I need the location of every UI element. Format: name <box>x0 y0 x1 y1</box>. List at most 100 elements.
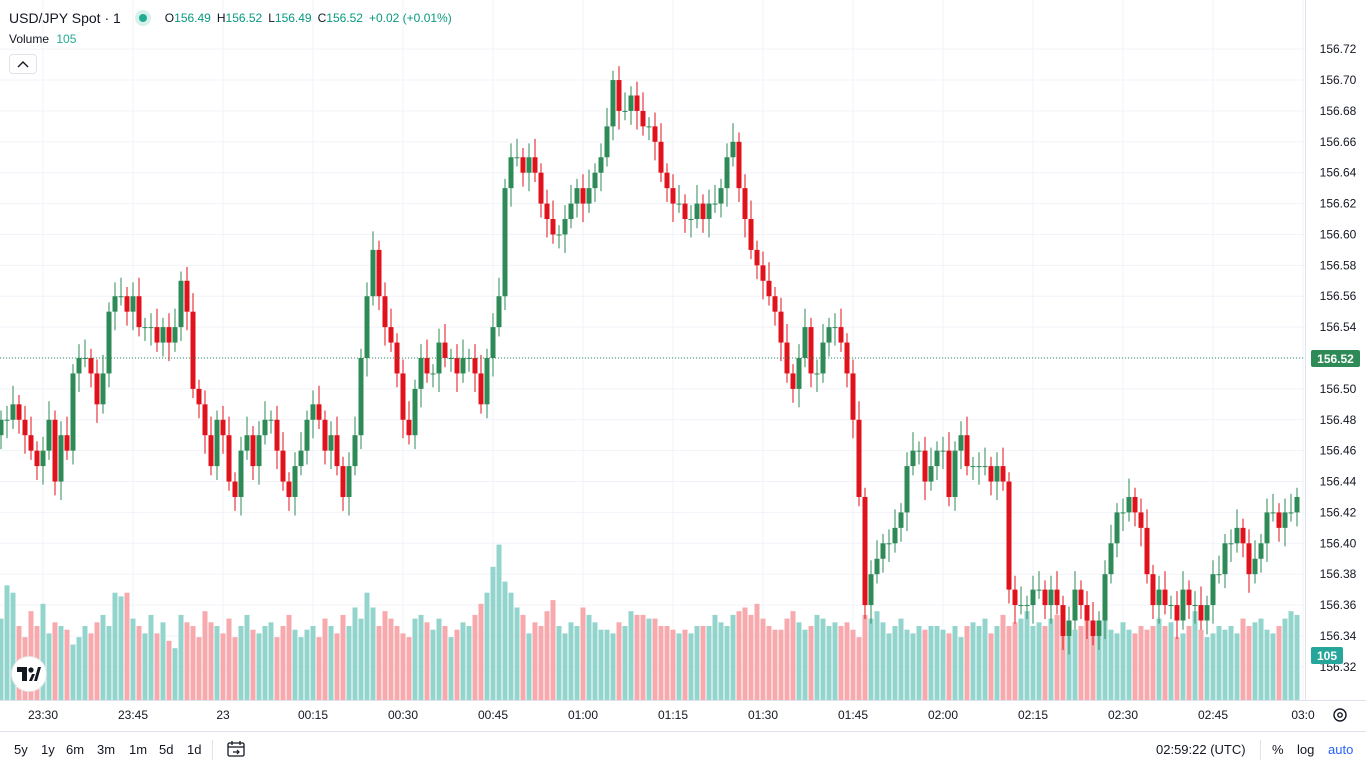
time-tick-label: 01:45 <box>838 708 868 722</box>
volume-bar <box>748 614 754 700</box>
time-axis[interactable]: 23:30 23:45 23 00:15 00:30 00:45 01:00 01:15 01:… <box>28 708 1315 722</box>
volume-bar <box>1030 626 1036 700</box>
volume-bar <box>862 614 868 700</box>
volume-bar <box>904 629 910 700</box>
volume-bar <box>184 622 190 700</box>
candle-body <box>796 358 802 389</box>
candle-body <box>358 358 364 436</box>
utc-clock[interactable]: 02:59:22 (UTC) <box>1156 742 1246 757</box>
log-scale-toggle[interactable]: log <box>1297 742 1315 757</box>
volume-bar <box>850 629 856 700</box>
volume-bar <box>1240 618 1246 700</box>
range-1y[interactable]: 1y <box>41 742 55 757</box>
volume-bar <box>334 633 340 700</box>
candle-body <box>16 404 22 420</box>
candle-body <box>910 450 916 467</box>
volume-bar <box>1180 633 1186 700</box>
volume-bar <box>1186 626 1192 700</box>
candle-body <box>1252 558 1258 575</box>
volume-bar <box>448 637 454 700</box>
volume-bar <box>1294 614 1300 700</box>
candle-body <box>238 450 244 497</box>
range-6m[interactable]: 6m <box>66 742 85 757</box>
gear-icon[interactable] <box>1331 706 1349 724</box>
volume-bar <box>556 626 562 700</box>
range-5d[interactable]: 5d <box>159 742 174 757</box>
volume-bar <box>586 614 592 700</box>
candle-body <box>1096 620 1102 636</box>
range-3m[interactable]: 3m <box>97 742 116 757</box>
volume-bar <box>562 633 568 700</box>
candle-body <box>1168 605 1174 607</box>
time-tick-label: 23:45 <box>118 708 148 722</box>
candle-body <box>100 373 106 405</box>
candle-body <box>484 358 490 405</box>
volume-bar <box>172 648 178 700</box>
volume-bar <box>148 614 154 700</box>
candle-body <box>424 358 430 374</box>
candle-body <box>544 203 550 220</box>
candle-body <box>1084 605 1090 621</box>
volume-bar <box>1156 618 1162 700</box>
candle-body <box>1150 574 1156 606</box>
volume-bar <box>322 618 328 700</box>
volume-bar <box>1282 618 1288 700</box>
candle-body <box>352 435 358 467</box>
candle-body <box>1054 589 1060 606</box>
toolbar-divider <box>1260 740 1261 760</box>
candle-body <box>64 435 70 451</box>
collapse-legend-button[interactable] <box>9 54 37 74</box>
volume-bar <box>1000 614 1006 700</box>
volume-bar <box>220 633 226 700</box>
candle-body <box>730 141 736 158</box>
volume-bar <box>340 614 346 700</box>
toolbar-divider <box>212 740 213 760</box>
symbol-title[interactable]: USD/JPY Spot · 1 <box>9 10 121 26</box>
volume-bar <box>550 600 556 700</box>
candle-body <box>268 419 274 421</box>
candle-body <box>202 404 208 436</box>
candle-body <box>298 450 304 467</box>
volume-bar <box>592 622 598 700</box>
price-tick-label: 156.40 <box>1320 536 1357 550</box>
range-1m[interactable]: 1m <box>129 742 148 757</box>
candle-body <box>976 466 982 468</box>
volume-bar <box>820 618 826 700</box>
candle-body <box>862 496 868 606</box>
volume-bar <box>694 626 700 700</box>
market-status-icon[interactable] <box>134 10 151 26</box>
volume-bar <box>976 626 982 700</box>
percent-scale-toggle[interactable]: % <box>1272 742 1284 757</box>
candle-body <box>1036 589 1042 591</box>
range-1d[interactable]: 1d <box>187 742 202 757</box>
volume-bar <box>982 618 988 700</box>
volume-bar <box>868 618 874 700</box>
candle-body <box>1024 605 1030 607</box>
candle-body <box>1222 543 1228 575</box>
volume-bar <box>946 633 952 700</box>
volume-bar <box>718 622 724 700</box>
volume-bar <box>658 626 664 700</box>
volume-bar <box>1108 629 1114 700</box>
range-5y[interactable]: 5y <box>14 742 28 757</box>
candle-body <box>1114 512 1120 544</box>
candle-body <box>178 280 184 328</box>
price-tick-label: 156.66 <box>1320 135 1357 149</box>
volume-bar <box>28 611 34 700</box>
volume-bar <box>1132 633 1138 700</box>
volume-bar <box>724 626 730 700</box>
candle-body <box>52 419 58 482</box>
volume-bar <box>202 611 208 700</box>
volume-legend[interactable]: Volume 105 <box>9 32 76 46</box>
price-tick-label: 156.62 <box>1320 197 1357 211</box>
auto-scale-toggle[interactable]: auto <box>1328 742 1354 757</box>
volume-bar <box>256 633 262 700</box>
volume-bar <box>1270 633 1276 700</box>
volume-bar <box>478 603 484 700</box>
volume-bar <box>910 633 916 700</box>
tradingview-logo-icon[interactable] <box>12 657 46 691</box>
volume-bar <box>1078 626 1084 700</box>
calendar-range-icon[interactable] <box>226 739 246 759</box>
price-axis[interactable]: 156.72 156.70 156.68 156.66 156.64 156.62 156.… <box>1320 42 1357 674</box>
